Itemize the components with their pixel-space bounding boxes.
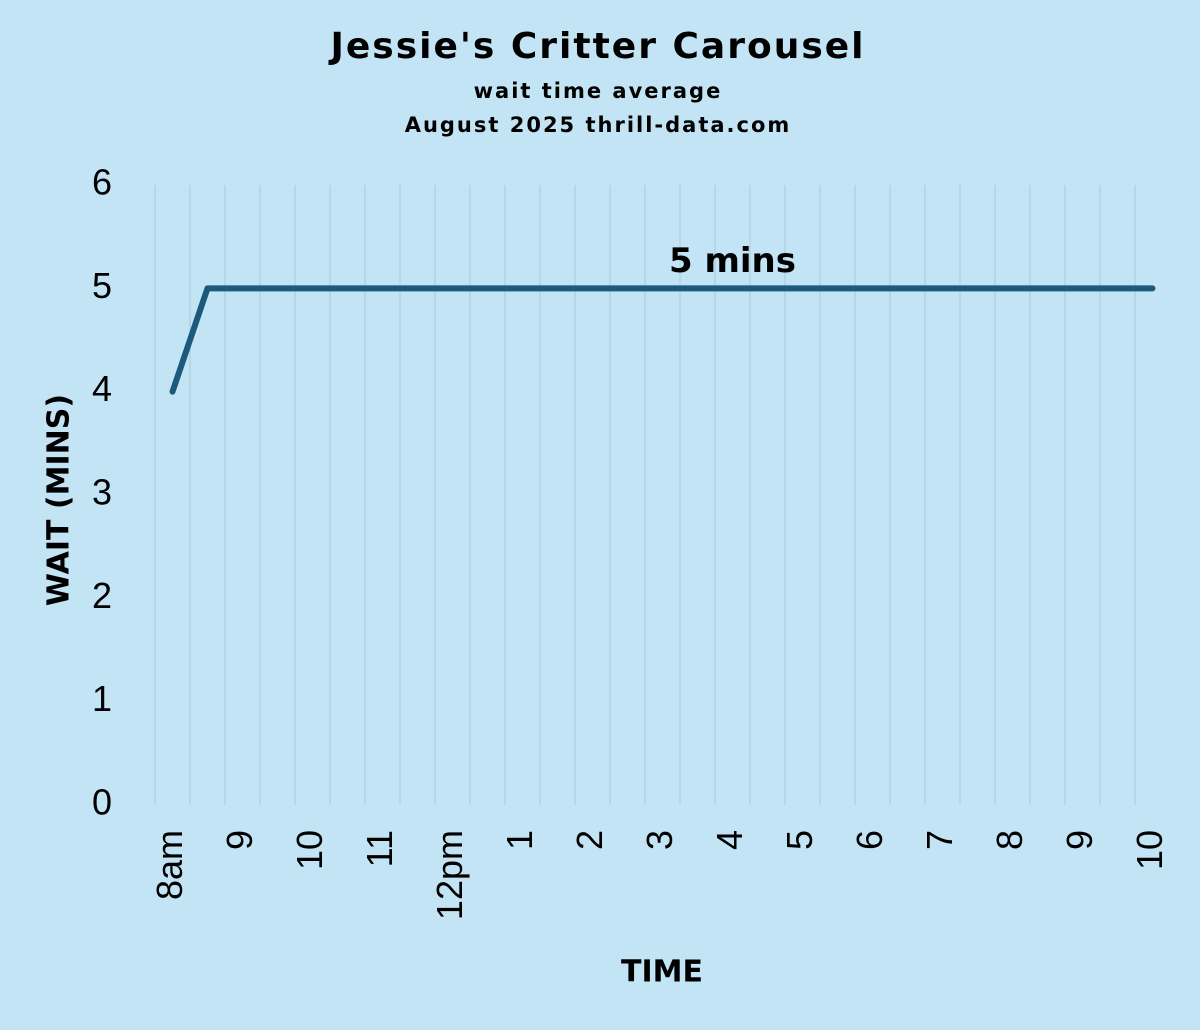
data-label: 5 mins [669,241,796,281]
x-tick-label: 6 [849,830,890,850]
x-tick-label: 7 [919,830,960,850]
chart-subtitle: wait time average [474,79,723,103]
y-tick-label: 0 [92,782,112,823]
x-tick-label: 10 [289,830,330,870]
x-tick-label: 5 [779,830,820,850]
x-tick-label: 12pm [429,830,470,920]
y-tick-label: 2 [92,575,112,616]
x-tick-label: 9 [1059,830,1100,850]
chart-title: Jessie's Critter Carousel [327,26,865,67]
x-tick-label: 4 [709,830,750,850]
x-tick-label: 8am [149,830,190,900]
y-tick-label: 6 [92,162,112,203]
x-tick-label: 10 [1129,830,1170,870]
chart-subtitle: August 2025 thrill-data.com [405,113,792,137]
x-axis-label: TIME [621,955,703,990]
y-axis-label: WAIT (MINS) [42,394,77,606]
x-tick-label: 8 [989,830,1030,850]
y-tick-label: 4 [92,368,112,409]
x-tick-label: 3 [639,830,680,850]
line [169,285,1156,395]
x-tick-label: 11 [359,830,400,867]
x-tick-label: 1 [499,830,540,850]
y-tick-label: 1 [92,678,112,719]
y-tick-label: 5 [92,265,112,306]
x-tick-label: 2 [569,830,610,850]
y-tick-label: 3 [92,472,112,513]
x-tick-label: 9 [219,830,260,850]
